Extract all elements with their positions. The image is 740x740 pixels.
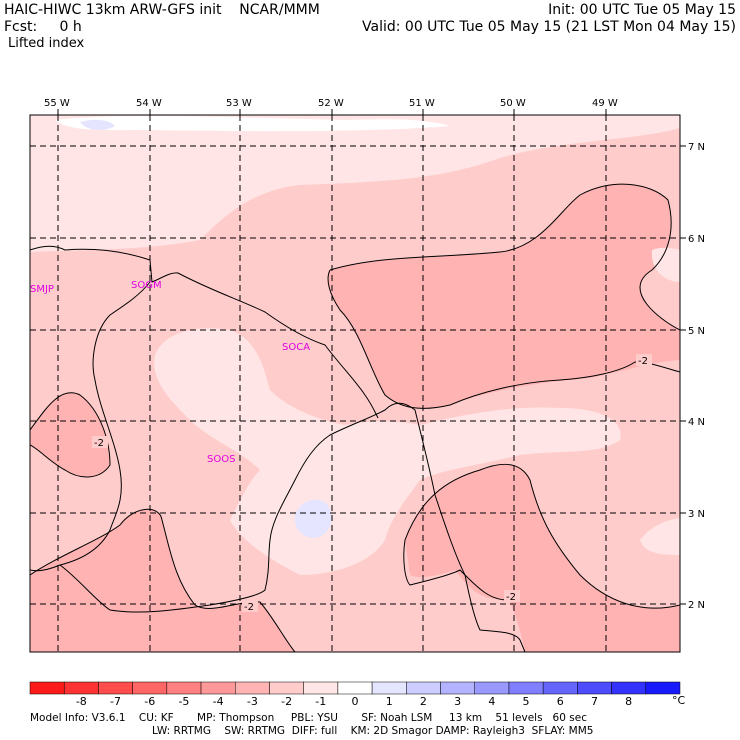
lat-label: 4 N [688, 417, 705, 428]
colorbar-swatch [645, 681, 681, 695]
model-info-line1: Model Info: V3.6.1 CU: KF MP: Thompson P… [30, 712, 587, 724]
plot-title: HAIC-HIWC 13km ARW-GFS init NCAR/MMM [4, 2, 320, 18]
contour-lines [30, 183, 680, 652]
valid-time: Valid: 00 UTC Tue 05 May 15 (21 LST Mon … [362, 19, 736, 35]
colorbar-unit: °C [672, 694, 686, 707]
colorbar-swatch [29, 681, 65, 695]
lat-label: 7 N [688, 142, 705, 153]
lon-label: 55 W [44, 98, 70, 109]
lon-label: 49 W [592, 98, 618, 109]
colorbar-tick-label: -6 [144, 695, 155, 708]
colorbar-tick-label: 5 [523, 695, 530, 708]
colorbar-tick-label: 3 [454, 695, 461, 708]
colorbar-tick-label: 7 [591, 695, 598, 708]
colorbar-swatch [166, 681, 202, 695]
colorbar-tick-label: -2 [281, 695, 292, 708]
colorbar-tick-label: -3 [247, 695, 258, 708]
colorbar-tick-label: 8 [625, 695, 632, 708]
colorbar-tick-label: 6 [557, 695, 564, 708]
model-info-line2: LW: RRTMG SW: RRTMG DIFF: full KM: 2D Sm… [152, 725, 594, 737]
colorbar-tick-label: -8 [76, 695, 87, 708]
lon-label: 53 W [226, 98, 252, 109]
lat-label: 6 N [688, 234, 705, 245]
colorbar-swatch [508, 681, 544, 695]
lon-label: 51 W [409, 98, 435, 109]
station-soca: SOCA [282, 342, 310, 353]
colorbar-swatch [371, 681, 407, 695]
station-soos: SOOS [207, 454, 235, 465]
colorbar-swatch [132, 681, 168, 695]
contour-label: -2 [244, 602, 254, 613]
lon-label: 54 W [136, 98, 162, 109]
colorbar-tick-label: -7 [110, 695, 121, 708]
lifted-index-field: -2 -2 -2 -2 SMJP SOGM SOCA SOOS [30, 115, 680, 652]
colorbar-swatch [235, 681, 270, 695]
colorbar-swatch [269, 681, 304, 695]
colorbar-swatch [440, 681, 475, 695]
colorbar-tick-label: 2 [420, 695, 427, 708]
colorbar-tick-label: 4 [488, 695, 495, 708]
borders [30, 245, 526, 652]
lat-label: 2 N [688, 600, 705, 611]
contour-label: -2 [506, 592, 516, 603]
lat-label: 5 N [688, 326, 705, 337]
colorbar-tick-label: 0 [352, 695, 359, 708]
init-time: Init: 00 UTC Tue 05 May 15 [548, 2, 736, 18]
contour-label: -2 [638, 356, 648, 367]
colorbar-swatch [542, 681, 578, 695]
contour-label: -2 [94, 438, 104, 449]
colorbar-tick-label: -1 [315, 695, 326, 708]
colorbar-tick-label: -5 [178, 695, 189, 708]
colorbar-swatch [577, 681, 612, 695]
lon-label: 52 W [318, 98, 344, 109]
colorbar-swatch [200, 681, 236, 695]
colorbar-swatch [303, 681, 339, 695]
colorbar-labels: -8 -7 -6 -5 -4 -3 -2 -1 0 1 2 3 4 5 6 7 8 [76, 695, 632, 708]
colorbar-tick-label: 1 [386, 695, 393, 708]
colorbar-swatch [98, 681, 133, 695]
colorbar-swatch [611, 681, 647, 695]
lon-label: 50 W [500, 98, 526, 109]
station-smjp: SMJP [30, 284, 54, 295]
colorbar [29, 681, 681, 695]
colorbar-swatch [63, 681, 99, 695]
field-name: Lifted index [8, 36, 85, 51]
station-sogm: SOGM [131, 280, 162, 291]
lat-lon-grid [30, 115, 680, 652]
colorbar-tick-label: -4 [213, 695, 224, 708]
colorbar-swatch [406, 681, 441, 695]
forecast-hour: Fcst: 0 h [4, 19, 82, 35]
map-frame [29, 114, 681, 653]
lat-label: 3 N [688, 509, 705, 520]
colorbar-swatch [474, 681, 510, 695]
colorbar-swatch [337, 681, 373, 695]
